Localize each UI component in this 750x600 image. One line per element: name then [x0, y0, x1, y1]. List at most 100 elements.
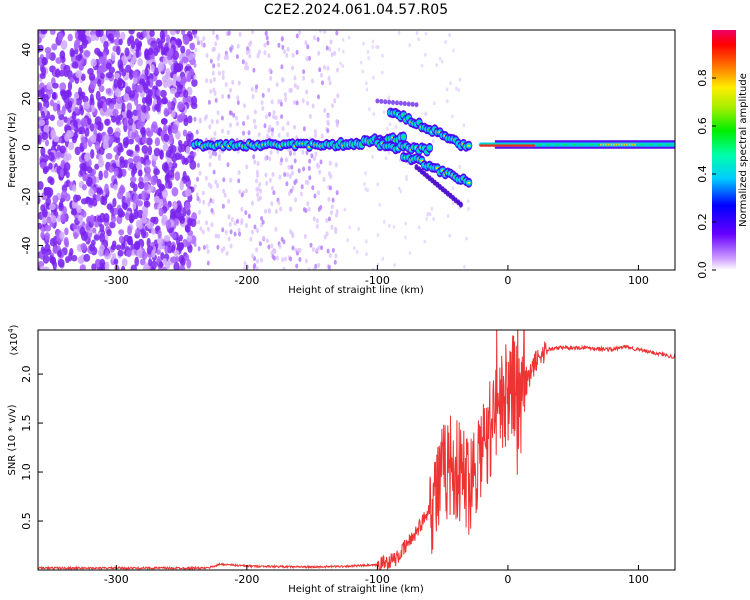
colorbar-tick-label: 0.2 [696, 213, 709, 231]
noise-dot [183, 118, 189, 127]
figure-title: C2E2.2024.061.04.57.R05 [264, 2, 448, 18]
noise-dot [64, 193, 71, 202]
noise-dot [308, 158, 312, 164]
noise-dot [56, 119, 64, 128]
noise-dot [184, 188, 192, 197]
noise-dot [82, 95, 89, 103]
noise-dot [285, 181, 289, 187]
noise-dot [177, 101, 185, 111]
noise-dot [258, 182, 262, 187]
noise-dot [166, 51, 172, 61]
noise-dot [135, 219, 142, 229]
noise-dot [165, 219, 172, 230]
noise-dot [132, 70, 139, 79]
noise-dot [140, 217, 148, 224]
noise-dot [182, 35, 190, 46]
noise-dot [81, 41, 88, 49]
noise-dot [323, 30, 327, 35]
noise-dot [163, 107, 169, 117]
noise-dot [408, 43, 412, 48]
noise-dot [42, 266, 50, 270]
noise-dot [180, 45, 186, 54]
noise-dot [101, 197, 108, 206]
steady-hot [491, 144, 497, 147]
noise-dot [261, 219, 265, 225]
noise-dot [40, 146, 46, 156]
noise-dot [302, 166, 306, 172]
noise-dot [265, 35, 269, 41]
noise-dot [193, 74, 197, 80]
noise-dot [404, 221, 408, 226]
noise-dot [171, 124, 179, 134]
noise-dot [377, 45, 380, 50]
noise-dot [281, 77, 285, 83]
noise-dot [214, 151, 218, 157]
noise-dot [127, 225, 133, 236]
noise-dot [444, 40, 447, 45]
noise-dot [217, 233, 221, 239]
noise-dot [92, 197, 98, 207]
noise-dot [186, 72, 192, 83]
noise-dot [309, 242, 313, 248]
noise-dot [73, 232, 78, 240]
signal-branch [406, 101, 411, 107]
noise-dot [99, 232, 106, 243]
noise-dot [184, 202, 191, 211]
noise-dot [200, 39, 203, 45]
noise-dot [236, 218, 239, 224]
spectrogram-frame [37, 29, 676, 271]
noise-dot [328, 80, 332, 86]
noise-dot [161, 162, 169, 172]
noise-dot [172, 73, 178, 82]
noise-dot [295, 263, 299, 269]
noise-dot [161, 118, 168, 125]
noise-dot [95, 30, 102, 38]
noise-dot [209, 78, 213, 84]
noise-dot [293, 99, 296, 105]
signal-peak [467, 144, 471, 147]
noise-dot [59, 168, 64, 178]
noise-dot [145, 159, 152, 166]
noise-dot [304, 208, 308, 214]
noise-dot [232, 112, 236, 118]
noise-dot [84, 127, 90, 137]
noise-dot [169, 87, 177, 95]
noise-dot [147, 89, 153, 98]
noise-dot [158, 183, 165, 191]
noise-dot [314, 263, 318, 269]
noise-dot [212, 77, 216, 82]
noise-dot [347, 35, 351, 40]
noise-dot [286, 120, 290, 126]
noise-dot [306, 44, 310, 50]
noise-dot [253, 224, 257, 230]
noise-dot [148, 258, 153, 267]
noise-dot [298, 257, 302, 262]
noise-dot [159, 150, 164, 159]
noise-dot [378, 202, 381, 207]
noise-dot [310, 153, 314, 159]
noise-dot [308, 113, 312, 119]
noise-dot [217, 62, 221, 68]
noise-dot [198, 118, 202, 124]
noise-dot [244, 210, 248, 216]
noise-dot [141, 211, 148, 219]
noise-dot [269, 150, 273, 156]
noise-dot [94, 163, 100, 170]
noise-dot [319, 30, 323, 33]
noise-dot [59, 145, 66, 154]
noise-dot [156, 89, 162, 96]
noise-dot [455, 86, 458, 91]
noise-dot [99, 212, 106, 223]
spectrogram-y-tick-label: -20 [20, 188, 33, 206]
noise-dot [326, 65, 330, 71]
noise-dot [182, 129, 188, 137]
noise-dot [381, 70, 384, 75]
noise-dot [296, 85, 300, 91]
signal-branch [410, 101, 415, 107]
noise-dot [144, 67, 149, 77]
noise-dot [175, 30, 180, 35]
noise-dot [423, 239, 427, 244]
noise-dot [121, 68, 127, 77]
noise-dot [244, 61, 248, 67]
noise-dot [253, 263, 257, 268]
